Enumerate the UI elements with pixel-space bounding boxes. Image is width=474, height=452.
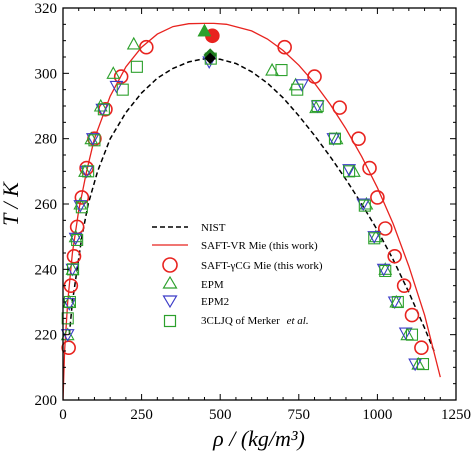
chart-legend: NIST SAFT-VR Mie (this work) SAFT-γCG Mi… — [152, 222, 323, 328]
cljq-point — [291, 83, 304, 96]
cljq-point — [71, 233, 84, 246]
cljq-point — [97, 103, 110, 116]
legend-epm2-marker — [162, 295, 178, 309]
x-tick-label: 750 — [288, 407, 311, 423]
epm-point — [265, 62, 280, 76]
y-tick-label: 280 — [35, 132, 58, 148]
legend-nist-label: NIST — [201, 222, 226, 234]
x-tick-label: 1000 — [362, 407, 392, 423]
epm2-point — [367, 231, 382, 244]
legend-cljq-marker — [163, 314, 177, 328]
series-markers — [60, 23, 430, 372]
gcg-point — [307, 69, 322, 84]
epm2-point — [295, 79, 309, 92]
legend-epm-marker — [162, 275, 178, 289]
gcg-point — [332, 100, 347, 115]
cljq-point — [88, 134, 101, 147]
nist-critical-diamond — [204, 52, 216, 65]
epm2-point — [62, 298, 77, 311]
x-tick-label: 0 — [59, 407, 67, 423]
legend-cljq-label-italic: et al. — [287, 315, 309, 327]
cljq-point — [82, 165, 95, 178]
epm-point — [93, 98, 108, 112]
cljq-point — [358, 199, 371, 212]
legend-cljq-label-main: 3CLJQ of Merker — [201, 315, 280, 327]
epm2-point — [85, 133, 100, 146]
y-tick-label: 200 — [35, 393, 58, 409]
gcg-point — [404, 307, 420, 323]
cljq-point — [328, 132, 342, 145]
gcg-point — [61, 340, 76, 356]
epm-point — [368, 229, 383, 243]
epm-point — [106, 66, 121, 79]
cljq-point — [368, 232, 381, 245]
y-tick-label: 320 — [35, 1, 58, 17]
cljq-point — [61, 312, 74, 325]
series-line-saft-vr — [63, 22, 441, 400]
x-tick-label: 500 — [209, 407, 232, 423]
epm2-point — [398, 327, 413, 341]
gcg-point — [74, 190, 90, 205]
y-tick-label: 260 — [35, 197, 58, 213]
y-tick-label: 240 — [35, 262, 58, 278]
epm-point — [68, 229, 83, 243]
gcg-point — [377, 221, 393, 236]
epm2-point — [376, 263, 391, 277]
cljq-point — [130, 60, 143, 73]
cljq-point — [343, 165, 356, 178]
y-axis-title: T / K — [0, 181, 23, 226]
legend-cljq-label: 3CLJQ of Merker et al. — [201, 315, 309, 327]
epm-point — [378, 262, 393, 275]
gcg-point — [370, 190, 385, 205]
x-tick-label: 1250 — [441, 407, 471, 423]
x-tick-label: 250 — [130, 407, 153, 423]
x-axis-title: ρ / (kg/m³) — [212, 426, 305, 451]
cljq-point — [275, 64, 288, 77]
legend-epm-label: EPM — [201, 279, 224, 291]
legend-vr-label: SAFT-VR Mie (this work) — [201, 240, 318, 252]
gcg-point — [79, 160, 94, 176]
epm-point — [359, 196, 374, 210]
cljq-point — [405, 328, 419, 341]
legend-epm2-label: EPM2 — [201, 296, 229, 308]
gcg-point — [277, 39, 292, 55]
gcg-point — [396, 278, 412, 293]
axis-ticks: 0 250 500 750 1000 1250 200 220 240 260 280 300 320 — [35, 1, 472, 423]
epm2-point — [68, 232, 83, 246]
cljq-point — [116, 83, 129, 96]
epm2-point — [73, 200, 88, 213]
gcg-point — [66, 248, 82, 264]
series-line-nist — [68, 57, 435, 352]
epm-point — [84, 131, 99, 145]
epm-critical-point — [197, 23, 212, 37]
gcg-point — [414, 340, 429, 356]
gcg-point — [139, 39, 154, 55]
epm2-point — [356, 198, 371, 212]
series-lines — [63, 22, 441, 400]
gcg-point — [351, 131, 366, 146]
epm2-point — [408, 358, 423, 372]
y-tick-label: 220 — [35, 328, 58, 344]
cljq-point — [311, 99, 324, 113]
cljq-point — [379, 264, 392, 278]
epm2-point — [342, 164, 357, 177]
plot-frame — [62, 7, 457, 401]
epm-point — [73, 196, 88, 210]
gcg-point — [387, 248, 402, 264]
cljq-point — [416, 358, 430, 371]
gcg-point — [362, 160, 377, 176]
legend-gcg-label: SAFT-γCG Mie (this work) — [201, 260, 323, 272]
epm2-point — [109, 80, 124, 94]
y-tick-label: 300 — [35, 66, 58, 82]
legend-gcg-marker — [162, 257, 178, 273]
epm-point — [126, 36, 141, 50]
epm-point — [309, 100, 324, 114]
cljq-point — [75, 201, 88, 214]
cljq-point — [391, 295, 404, 309]
